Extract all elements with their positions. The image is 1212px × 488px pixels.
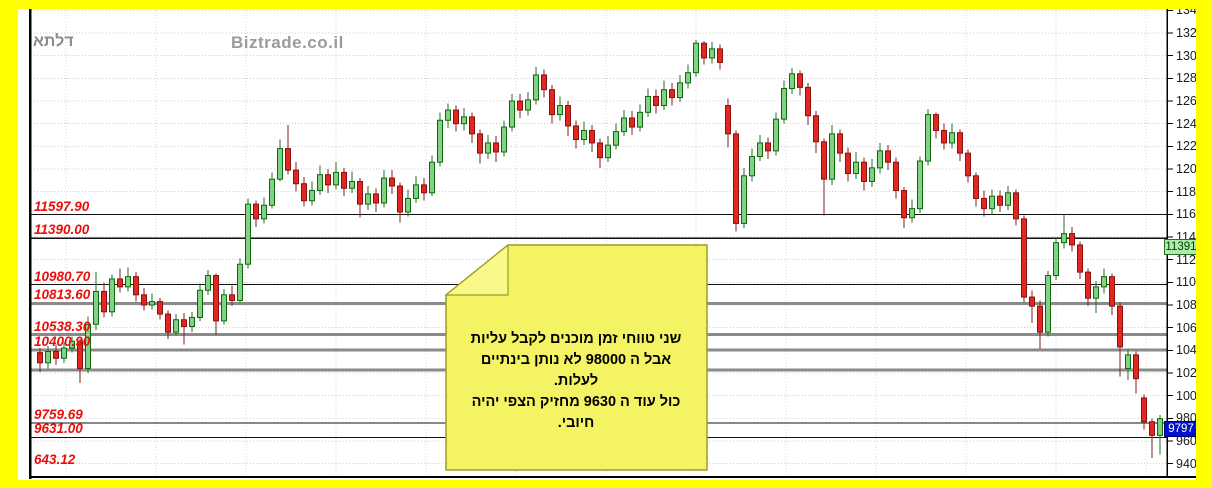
sticky-note-text[interactable]: שני טווחי זמן מוכנים לקבל עליות אבל ה 98…: [448, 329, 704, 434]
note-line-2: אבל ה 98000 לא נותן בינתיים: [480, 352, 672, 368]
sticky-note-folded-corner: [444, 243, 509, 296]
yellow-frame-left: [0, 0, 18, 488]
yellow-frame-bottom: [0, 480, 1212, 488]
note-line-4: כול עוד ה 9630 מחזיק הצפי יהיה: [471, 394, 681, 410]
yellow-frame-top: [0, 0, 1212, 9]
note-line-1: שני טווחי זמן מוכנים לקבל עליות: [470, 331, 682, 347]
note-line-3: לעלות.: [553, 373, 599, 389]
note-line-5: חיובי.: [557, 415, 595, 431]
axis-marker-watch-level: 11391: [1164, 239, 1198, 256]
yellow-frame-right: [1196, 0, 1212, 488]
